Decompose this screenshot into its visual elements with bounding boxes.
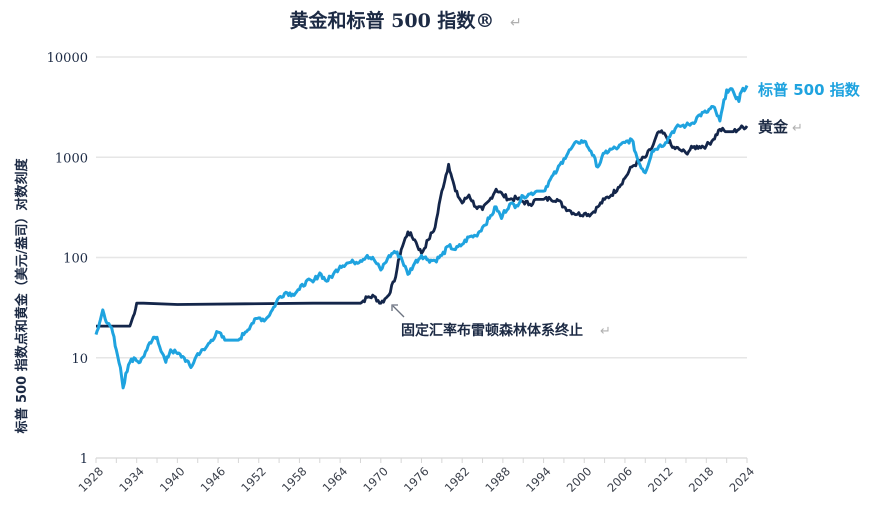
x-tick-label: 1988: [482, 464, 513, 495]
legend-gold: 黄金: [758, 118, 789, 136]
x-tick-label: 1976: [401, 464, 432, 495]
chart-title: 黄金和标普 500 指数®: [290, 9, 495, 32]
y-tick-label: 1: [80, 452, 88, 467]
y-tick-label: 10: [71, 352, 88, 367]
x-tick-label: 2018: [686, 464, 717, 495]
series-lines: [94, 84, 749, 390]
annotation-bretton-woods: 固定汇率布雷顿森林体系终止: [401, 322, 583, 339]
y-tick-label: 10000: [47, 51, 88, 66]
x-axis: 1928 1934 1940 1946 1952 1958 1964 1970 1976 1982…: [76, 457, 758, 495]
gold-line: [96, 124, 749, 328]
x-tick-label: 1946: [198, 464, 229, 495]
x-tick-label: 2000: [564, 464, 595, 495]
x-tick-label: 2024: [727, 464, 758, 495]
x-tick-label: 1982: [442, 464, 473, 495]
x-tick-label: 1970: [360, 464, 391, 495]
x-tick-label: 2012: [645, 464, 676, 495]
y-axis-ticks: 1 10 100 1000 10000: [47, 51, 88, 467]
annotation-arrow: [391, 304, 405, 318]
x-tick-label: 1934: [116, 464, 147, 495]
x-tick-label: 1928: [76, 464, 107, 495]
y-tick-label: 1000: [55, 151, 88, 166]
x-tick-label: 1958: [279, 464, 310, 495]
x-tick-label: 2006: [604, 464, 635, 495]
sp500-line: [94, 84, 749, 390]
return-mark-icon: ↵: [600, 324, 611, 339]
x-tick-label: 1952: [238, 464, 269, 495]
x-tick-label: 1940: [157, 464, 188, 495]
legend-sp500: 标普 500 指数: [757, 81, 861, 99]
y-axis-label: 标普 500 指数点和黄金（美元/盎司）对数刻度: [14, 158, 30, 435]
return-mark-icon: ↵: [510, 15, 522, 31]
x-tick-label: 1964: [320, 464, 351, 495]
y-tick-label: 100: [63, 252, 88, 267]
x-tick-label: 1994: [523, 464, 554, 495]
return-mark-icon: ↵: [792, 121, 803, 136]
